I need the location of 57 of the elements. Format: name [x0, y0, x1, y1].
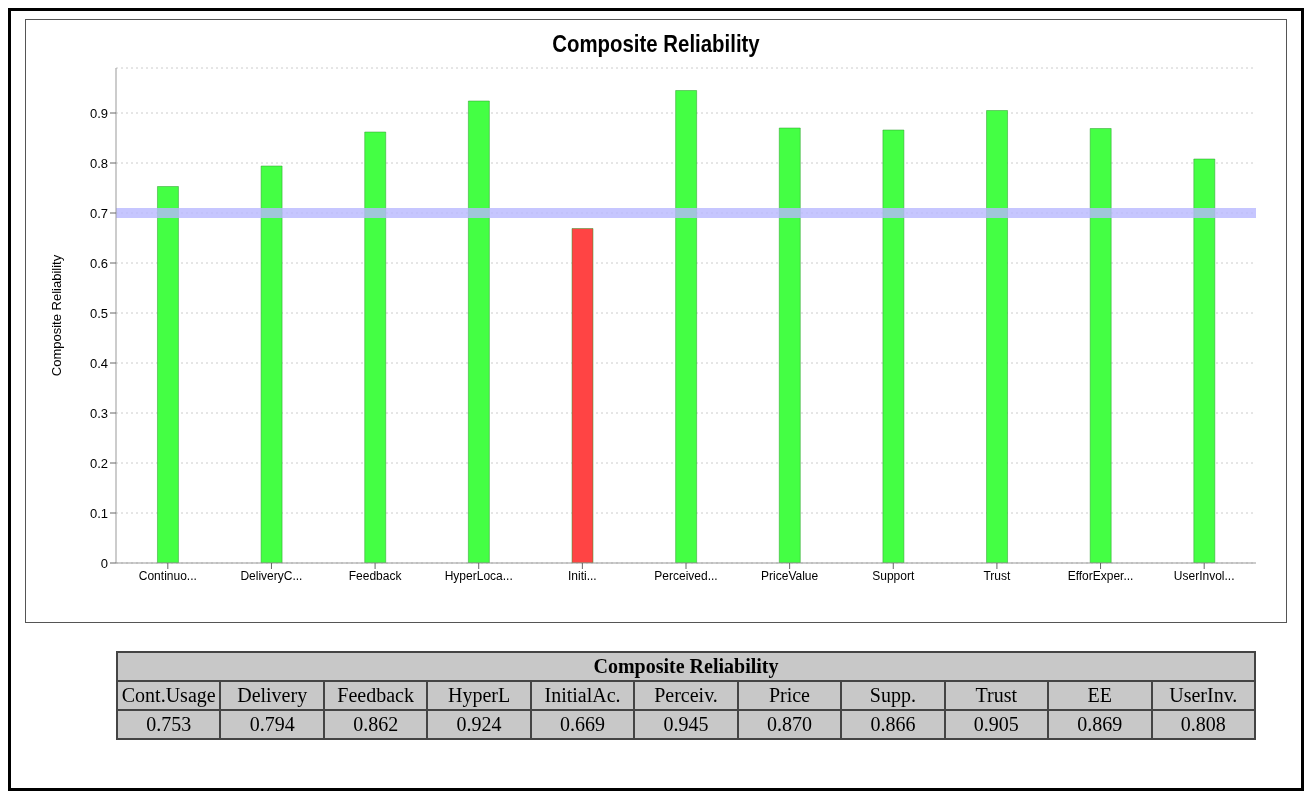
bar: [779, 127, 801, 563]
y-tick-label: 0.3: [89, 405, 108, 421]
text: Price: [737, 681, 842, 710]
data-label: 0.669: [530, 710, 635, 739]
text: UserInv.: [1151, 681, 1255, 710]
bar: [1193, 158, 1216, 563]
text: EE: [1048, 681, 1152, 710]
y-axis-title: Composite Reliability: [48, 254, 64, 377]
data-label: 0.924: [427, 710, 531, 739]
data-label: 0.753: [117, 710, 221, 739]
x-tick-label: Support: [872, 568, 915, 583]
x-tick-label: PriceValue: [761, 568, 819, 583]
x-tick-label: UserInvol...: [1173, 568, 1235, 583]
data-label: 0.869: [1048, 710, 1152, 739]
data-label: 0.862: [323, 710, 428, 739]
text: Perceiv.: [634, 681, 738, 710]
y-tick-label: 0.1: [89, 505, 108, 521]
y-tick-label: 0.5: [89, 305, 108, 321]
x-tick-label: Initi...: [568, 568, 597, 583]
text: Delivery: [220, 681, 324, 710]
bar: [571, 228, 594, 563]
x-tick-label: Continuo...: [138, 568, 197, 583]
chart-title: Composite Reliability: [551, 30, 761, 58]
bar: [157, 186, 179, 563]
data-label: 0.870: [737, 710, 842, 739]
text: Trust: [944, 681, 1049, 710]
x-tick-label: Feedback: [348, 568, 403, 583]
bar: [675, 90, 697, 563]
data-label: 0.905: [944, 710, 1049, 739]
x-tick-label: Perceived...: [654, 568, 718, 583]
y-tick-label: 0.7: [89, 205, 108, 221]
data-label: 0.945: [634, 710, 738, 739]
y-tick-label: 0.4: [89, 355, 108, 371]
y-tick-label: 0.9: [89, 105, 108, 121]
y-tick-label: 0.6: [89, 255, 108, 271]
text: Feedback: [323, 681, 428, 710]
text: HyperL: [427, 681, 531, 710]
x-tick-label: EfforExper...: [1067, 568, 1134, 583]
data-label: 0.794: [220, 710, 324, 739]
x-tick-label: HyperLoca...: [444, 568, 513, 583]
bar: [882, 129, 905, 563]
bar: [1089, 128, 1112, 563]
x-tick-label: DeliveryC...: [240, 568, 303, 583]
bar: [260, 165, 283, 563]
bar: [986, 110, 1008, 563]
data-label: 0.866: [841, 710, 945, 739]
text: Cont.Usage: [117, 681, 221, 710]
y-tick-label: 0.8: [89, 155, 108, 171]
text: Composite Reliability: [117, 652, 1255, 681]
data-label: 0.808: [1151, 710, 1255, 739]
text: InitialAc.: [530, 681, 635, 710]
text: Supp.: [841, 681, 945, 710]
bar: [468, 100, 490, 563]
x-tick-label: Trust: [983, 568, 1012, 583]
y-tick-label: 0.2: [89, 455, 108, 471]
y-tick-label: 0: [100, 555, 108, 571]
bar: [364, 131, 386, 563]
